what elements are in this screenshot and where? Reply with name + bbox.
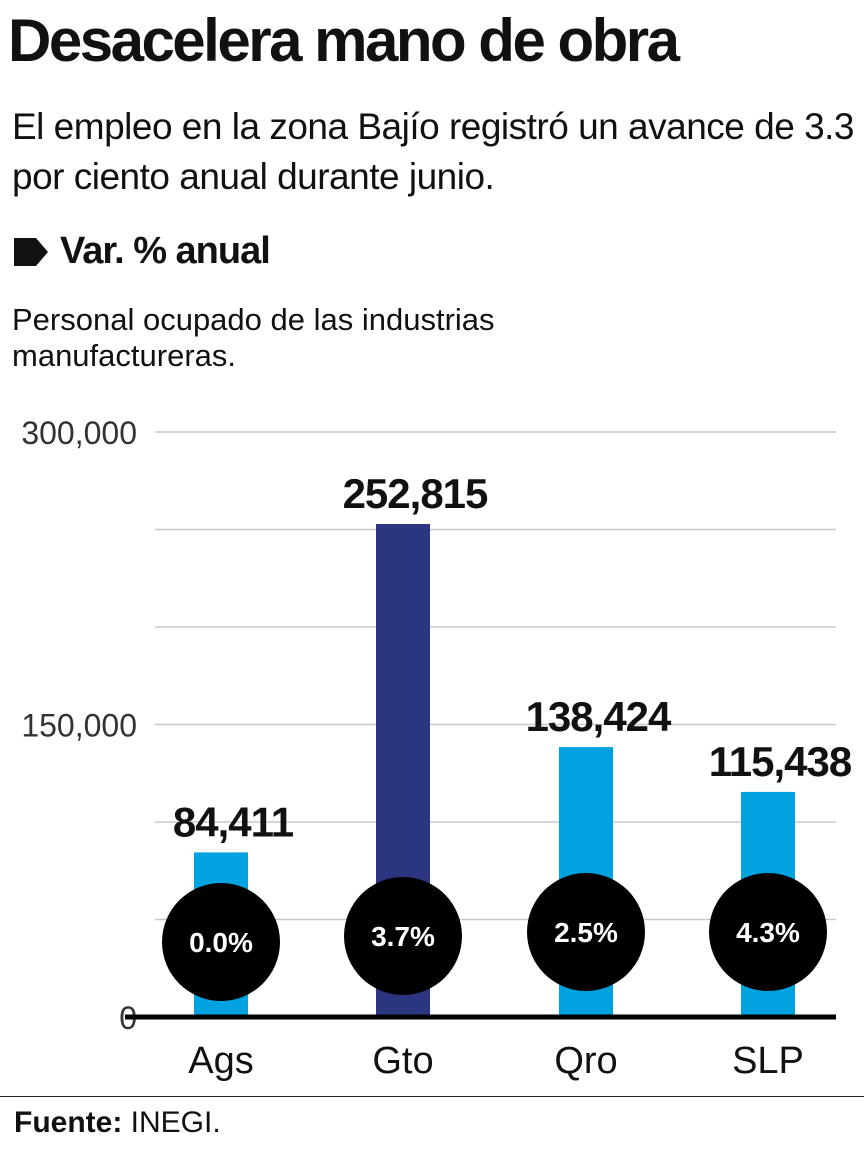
change-badge [162, 883, 280, 1001]
change-badge [709, 873, 827, 991]
y-tick-label: 150,000 [21, 708, 137, 744]
chart-subtitle: El empleo en la zona Bajío registró un a… [12, 106, 855, 197]
change-label: 4.3% [736, 917, 800, 948]
value-label: 84,411 [173, 798, 294, 845]
x-tick-label: Gto [372, 1040, 433, 1082]
value-label: 115,438 [709, 738, 852, 785]
change-label: 3.7% [371, 921, 435, 952]
change-badge [527, 873, 645, 991]
source-note: Fuente: INEGI. [14, 1106, 221, 1140]
section-label-text: Var. % anual [60, 230, 271, 272]
change-label: 2.5% [554, 917, 618, 948]
source-text: INEGI. [130, 1106, 221, 1139]
source-label: Fuente: [14, 1106, 123, 1139]
value-label: 138,424 [526, 693, 672, 740]
change-badge [344, 877, 462, 995]
chart-description: Personal ocupado de las industrias manuf… [12, 302, 495, 373]
x-tick-label: SLP [732, 1040, 804, 1082]
y-tick-label: 300,000 [21, 415, 137, 451]
x-tick-label: Ags [188, 1040, 253, 1082]
value-label: 252,815 [343, 470, 488, 517]
bar-chart: 0150,000300,00084,4110.0%Ags252,8153.7%G… [21, 415, 853, 1082]
section-label: Var. % anual [14, 230, 271, 273]
change-label: 0.0% [189, 927, 253, 958]
x-tick-label: Qro [554, 1040, 617, 1082]
footer-divider [0, 1096, 864, 1097]
chart-title: Desacelera mano de obra [8, 7, 680, 74]
tag-icon [14, 237, 48, 266]
